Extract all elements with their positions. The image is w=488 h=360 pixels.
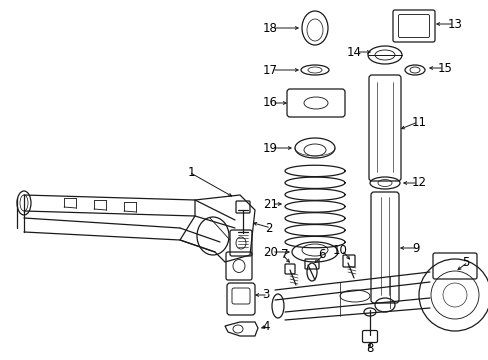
Text: 19: 19 xyxy=(263,141,278,154)
Text: 16: 16 xyxy=(263,96,278,109)
Text: 20: 20 xyxy=(263,246,278,258)
Text: 10: 10 xyxy=(332,243,347,256)
Text: 17: 17 xyxy=(263,63,278,77)
Text: 5: 5 xyxy=(461,256,468,269)
Text: 4: 4 xyxy=(262,320,269,333)
Text: 21: 21 xyxy=(263,198,278,211)
Text: 6: 6 xyxy=(317,248,325,261)
Text: 2: 2 xyxy=(264,221,272,234)
Text: 18: 18 xyxy=(263,22,278,35)
Text: 11: 11 xyxy=(411,116,426,129)
Text: 3: 3 xyxy=(262,288,269,302)
Text: 8: 8 xyxy=(366,342,373,355)
Text: 1: 1 xyxy=(187,166,195,179)
Text: 9: 9 xyxy=(411,242,419,255)
Text: 12: 12 xyxy=(411,176,426,189)
Text: 13: 13 xyxy=(447,18,462,31)
Text: 15: 15 xyxy=(437,62,452,75)
Text: 7: 7 xyxy=(280,248,287,261)
Text: 14: 14 xyxy=(346,45,361,58)
